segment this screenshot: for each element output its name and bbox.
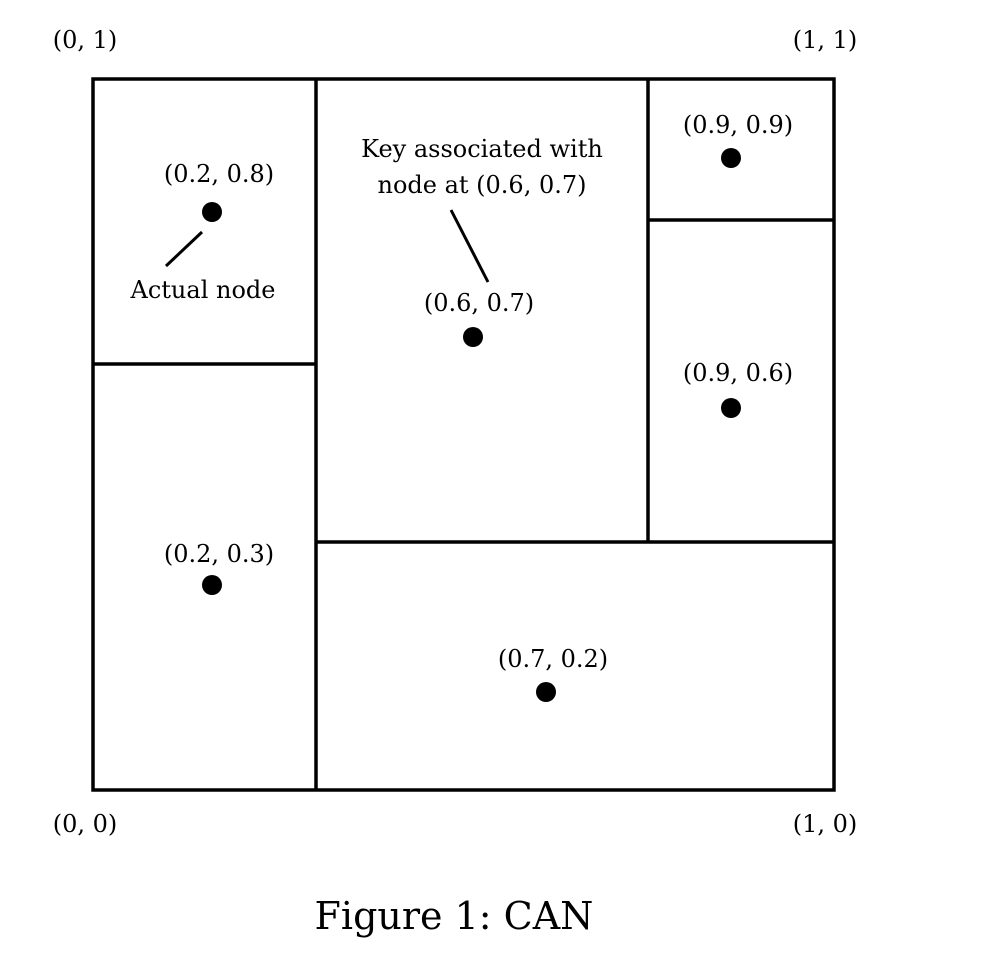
corner-label-top-left: (0, 1) [53,26,118,54]
node-dot [721,148,741,168]
node-label: (0.6, 0.7) [424,289,534,317]
node-label: (0.7, 0.2) [498,645,608,673]
corner-label-top-right: (1, 1) [793,26,858,54]
node-label: (0.9, 0.6) [683,359,793,387]
actual-node-leader-line [164,230,204,268]
node-dot [202,575,222,595]
node-label: (0.2, 0.3) [164,540,274,568]
key-annotation-line1: Key associated with [361,135,603,163]
corner-label-bottom-right: (1, 0) [793,810,858,838]
node-label: (0.9, 0.9) [683,111,793,139]
node-dot [536,682,556,702]
node-dot [463,327,483,347]
node-dot [202,202,222,222]
node-label: (0.2, 0.8) [164,160,274,188]
coordinate-space-border [91,77,836,792]
figure-caption: Figure 1: CAN [315,894,594,938]
actual-node-annotation: Actual node [130,276,276,304]
corner-label-bottom-left: (0, 0) [53,810,118,838]
key-annotation-line2: node at (0.6, 0.7) [377,171,586,199]
key-leader-line [449,209,490,283]
node-dot [721,398,741,418]
